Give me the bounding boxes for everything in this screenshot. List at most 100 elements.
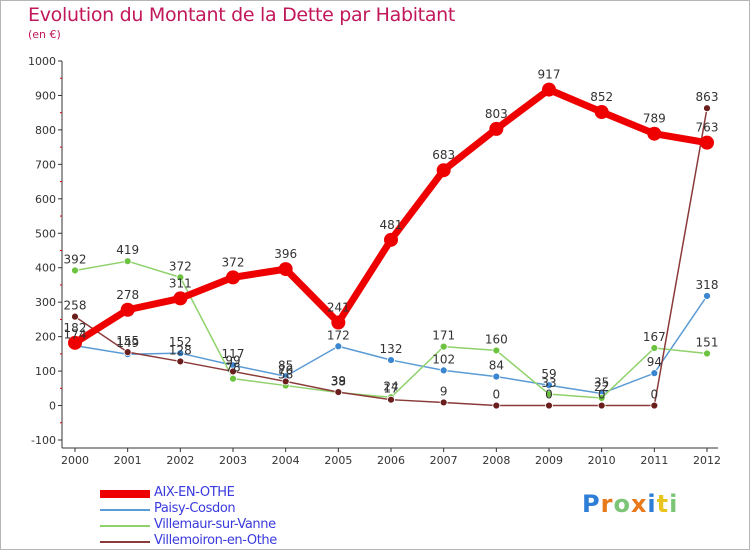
x-tick-label: 2000 [61,454,89,467]
data-label: 59 [541,367,556,381]
data-point [545,381,553,390]
x-tick-label: 2008 [482,454,510,467]
data-label: 128 [169,343,192,357]
chart-legend: AIX-EN-OTHE Paisy-Cosdon Villemaur-sur-Van… [100,485,360,550]
data-label: 0 [651,388,659,402]
data-point [334,388,343,397]
data-label: 372 [222,255,245,269]
data-label: 24 [383,379,398,393]
legend-label: AIX-EN-OTHE [154,485,235,500]
legend-label: Paisy-Cosdon [154,501,236,516]
y-tick-label: 900 [35,89,56,102]
data-label: 241 [327,301,350,315]
data-point [387,395,395,404]
data-label: 84 [489,359,504,373]
data-label: 39 [331,374,346,388]
data-label: 78 [225,361,240,375]
data-label: 803 [485,107,508,121]
legend-item: Villemaur-sur-Vanne [100,517,360,534]
logo-letter: r [600,490,614,518]
data-point [278,262,293,277]
data-point [647,126,662,141]
data-label: 852 [590,90,613,104]
y-tick-label: 1000 [28,55,56,68]
data-point [545,401,553,410]
logo-letter: P [582,490,601,518]
x-tick-label: 2001 [114,454,142,467]
data-label: 392 [64,252,87,266]
data-point [650,344,659,352]
data-point [123,348,132,357]
data-label: 278 [116,288,139,302]
legend-item: AIX-EN-OTHE [100,485,360,502]
chart-subtitle: (en €) [28,28,61,41]
y-tick-label: 200 [35,331,56,344]
data-label: 481 [380,218,403,232]
data-point [176,349,185,358]
data-point [703,104,711,113]
data-label: 85 [278,358,293,372]
data-point [384,232,398,247]
legend-swatch [100,509,150,511]
data-label: 0 [545,388,553,402]
x-tick-label: 2010 [588,454,616,467]
data-label: 172 [327,328,350,342]
y-tick-label: -100 [31,434,56,447]
data-label: 38 [331,374,346,388]
logo-letter: i [669,490,679,518]
data-point [650,401,659,410]
data-point [439,398,448,407]
data-label: 789 [643,112,666,126]
data-point [597,401,606,410]
y-tick-label: 0 [49,400,56,413]
data-label: 683 [432,148,455,162]
data-point [331,315,346,330]
proxiti-logo: Proxiti [582,490,678,518]
data-point [123,257,132,266]
legend-item: Villemoiron-en-Othe [100,533,360,550]
data-label: 149 [116,336,139,350]
data-label: 152 [169,335,192,349]
data-point [229,367,237,376]
data-label: 917 [538,68,561,82]
x-tick-label: 2006 [377,454,405,467]
data-label: 22 [594,380,609,394]
data-point [176,273,185,282]
data-point [281,377,290,386]
data-label: 155 [116,334,139,348]
logo-letter: i [647,490,657,518]
data-label: 171 [432,329,455,343]
data-label: 58 [278,368,293,382]
data-point [226,270,240,285]
data-label: 318 [696,278,719,292]
x-tick-label: 2003 [219,454,247,467]
data-point [439,342,448,351]
y-tick-label: 400 [35,262,56,275]
x-tick-label: 2002 [166,454,194,467]
data-point [120,302,135,317]
data-point [68,335,82,350]
data-label: 419 [116,243,139,257]
legend-label: Villemoiron-en-Othe [154,533,277,548]
y-tick-label: 300 [35,296,56,309]
data-label: 863 [696,90,719,104]
data-label: 17 [383,382,398,396]
data-point [173,291,188,306]
data-label: 174 [64,328,87,342]
x-tick-label: 2009 [535,454,563,467]
data-point [542,82,556,97]
data-point [71,312,79,321]
data-point [703,349,711,358]
data-label: 117 [222,347,245,361]
data-label: 35 [594,375,609,389]
data-point [489,121,504,136]
data-point [700,135,714,150]
data-label: 372 [169,259,192,273]
x-tick-label: 2011 [640,454,668,467]
y-tick-label: 100 [35,365,56,378]
data-label: 182 [64,321,87,335]
chart-title: Evolution du Montant de la Dette par Hab… [28,4,456,26]
data-label: 311 [169,276,192,290]
data-label: 33 [541,376,556,390]
